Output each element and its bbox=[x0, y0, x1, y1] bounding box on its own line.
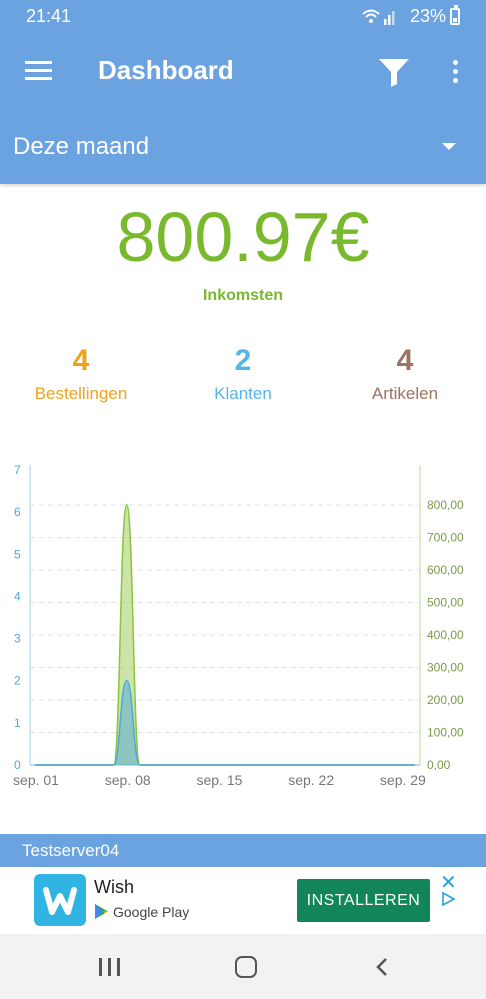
server-bar[interactable]: Testserver04 bbox=[0, 834, 486, 867]
x-tick-label: sep. 15 bbox=[196, 772, 242, 788]
system-navigation-bar bbox=[0, 934, 486, 999]
recent-apps-icon[interactable] bbox=[99, 958, 121, 976]
x-tick-label: sep. 08 bbox=[105, 772, 151, 788]
hamburger-menu-icon[interactable] bbox=[25, 61, 52, 81]
y-right-tick-label: 200,00 bbox=[427, 693, 464, 707]
more-options-icon[interactable] bbox=[451, 60, 461, 84]
orders-label: Bestellingen bbox=[34, 384, 128, 403]
status-time: 21:41 bbox=[26, 6, 72, 26]
x-tick-label: sep. 22 bbox=[288, 772, 334, 788]
y-right-tick-label: 600,00 bbox=[427, 563, 464, 577]
customers-label: Klanten bbox=[214, 384, 272, 403]
y-left-tick-label: 7 bbox=[14, 463, 21, 477]
y-left-tick-label: 3 bbox=[14, 632, 21, 646]
y-right-tick-label: 400,00 bbox=[427, 628, 464, 642]
back-icon[interactable] bbox=[374, 958, 390, 976]
y-left-tick-label: 0 bbox=[14, 758, 21, 772]
y-right-tick-label: 800,00 bbox=[427, 498, 464, 512]
series-area bbox=[35, 680, 415, 765]
sales-chart: 0,00 100,00 200,00 300,00 400,00 500,00 600,00… bbox=[13, 463, 464, 788]
ad-store-label: Google Play bbox=[113, 904, 190, 920]
install-button[interactable]: INSTALLEREN bbox=[297, 879, 430, 922]
stat-articles[interactable]: 4 Artikelen bbox=[324, 342, 486, 404]
stat-orders[interactable]: 4 Bestellingen bbox=[0, 342, 162, 404]
server-name: Testserver04 bbox=[22, 841, 120, 860]
articles-count: 4 bbox=[396, 344, 414, 377]
series-line bbox=[35, 679, 415, 766]
articles-label: Artikelen bbox=[371, 384, 439, 403]
revenue-value: 800.97€ bbox=[116, 198, 370, 276]
y-right-tick-label: 700,00 bbox=[427, 531, 464, 545]
home-icon[interactable] bbox=[235, 956, 257, 978]
period-dropdown[interactable]: Deze maand bbox=[0, 123, 486, 173]
adchoices-icon[interactable] bbox=[440, 891, 456, 907]
y-right-tick-label: 0,00 bbox=[427, 758, 451, 772]
x-tick-label: sep. 01 bbox=[13, 772, 59, 788]
app-bar: Dashboard Deze maand bbox=[0, 33, 486, 184]
ad-title: Wish bbox=[94, 877, 134, 897]
orders-count: 4 bbox=[72, 344, 90, 377]
wifi-signal-icon bbox=[362, 9, 395, 25]
customers-count: 2 bbox=[234, 344, 252, 377]
y-left-tick-label: 5 bbox=[14, 547, 21, 561]
y-right-tick-label: 300,00 bbox=[427, 661, 464, 675]
y-left-tick-label: 4 bbox=[14, 589, 21, 603]
wish-logo-icon bbox=[34, 874, 86, 926]
y-left-tick-label: 1 bbox=[14, 716, 21, 730]
close-icon[interactable]: ✕ bbox=[440, 872, 457, 894]
y-left-tick-label: 2 bbox=[14, 674, 21, 688]
page-title: Dashboard bbox=[98, 55, 234, 85]
ad-banner[interactable]: Wish Google Play INSTALLEREN ✕ bbox=[0, 867, 486, 934]
status-bar: 21:41 23% bbox=[0, 0, 486, 33]
y-right-tick-label: 100,00 bbox=[427, 726, 464, 740]
period-dropdown-value: Deze maand bbox=[13, 133, 150, 160]
filter-icon[interactable] bbox=[378, 57, 410, 87]
x-tick-label: sep. 29 bbox=[380, 772, 426, 788]
google-play-icon bbox=[95, 904, 108, 919]
dropdown-arrow-icon bbox=[442, 143, 456, 150]
battery-percentage: 23% bbox=[409, 6, 446, 26]
y-left-tick-label: 6 bbox=[14, 505, 21, 519]
stat-customers[interactable]: 2 Klanten bbox=[162, 342, 324, 404]
revenue-label: Inkomsten bbox=[202, 287, 283, 304]
battery-icon bbox=[450, 5, 460, 25]
y-right-tick-label: 500,00 bbox=[427, 596, 464, 610]
